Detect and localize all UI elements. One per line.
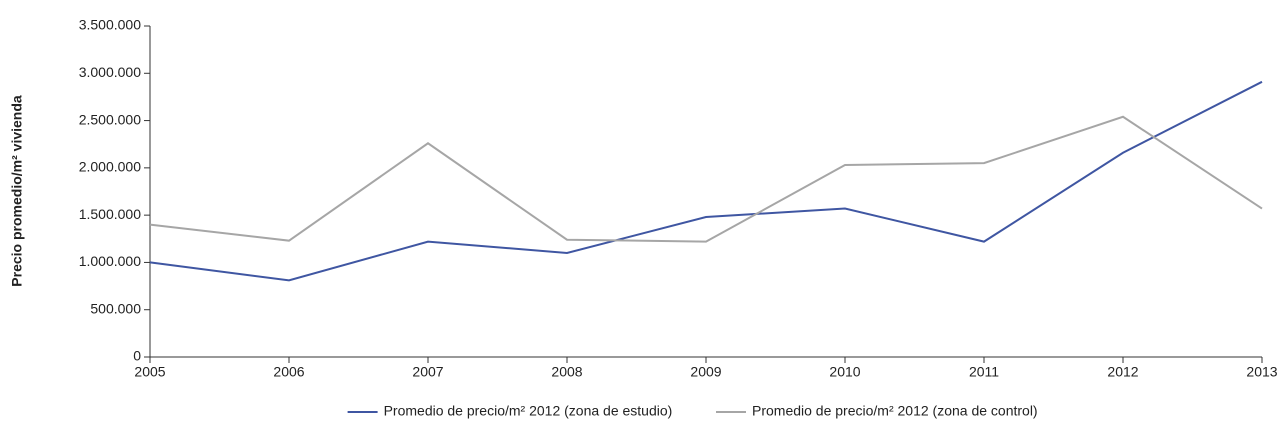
y-axis-label: Precio promedio/m² vivienda (9, 95, 25, 287)
y-tick-label: 1.000.000 (79, 253, 141, 269)
x-tick-label: 2012 (1107, 364, 1138, 380)
y-tick-label: 3.000.000 (79, 64, 141, 80)
x-tick-label: 2007 (412, 364, 443, 380)
y-tick-label: 500.000 (90, 300, 141, 316)
x-tick-label: 2013 (1246, 364, 1277, 380)
legend-label: Promedio de precio/m² 2012 (zona de cont… (752, 403, 1038, 419)
y-tick-label: 0 (133, 348, 141, 364)
y-tick-label: 2.500.000 (79, 111, 141, 127)
y-tick-label: 1.500.000 (79, 206, 141, 222)
legend-label: Promedio de precio/m² 2012 (zona de estu… (384, 403, 673, 419)
x-tick-label: 2011 (969, 364, 999, 380)
series-line (149, 115, 1263, 243)
x-tick-label: 2010 (829, 364, 860, 380)
x-tick-label: 2005 (134, 364, 165, 380)
y-tick-label: 2.000.000 (79, 159, 141, 175)
series-line (149, 80, 1263, 282)
x-tick-label: 2008 (551, 364, 582, 380)
x-tick-label: 2009 (690, 364, 721, 380)
y-tick-label: 3.500.000 (79, 17, 141, 33)
x-tick-label: 2006 (273, 364, 304, 380)
